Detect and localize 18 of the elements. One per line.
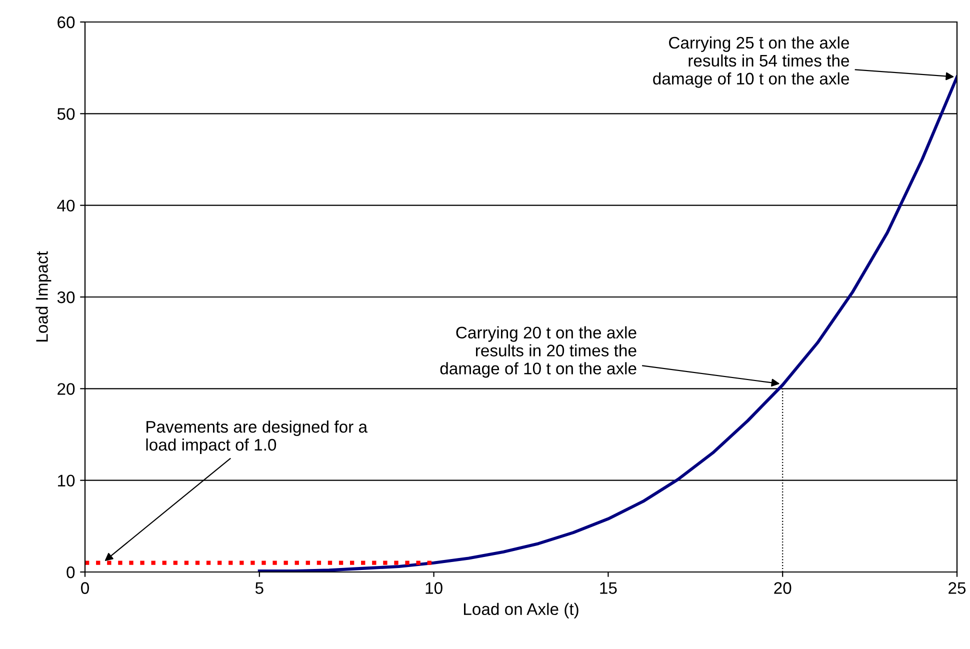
y-tick-label: 0: [66, 566, 75, 578]
x-axis-title: Load on Axle (t): [464, 602, 578, 618]
x-tick-label: 5: [255, 582, 264, 594]
annotation: Carrying 20 t on the axle results in 20 times the damage of 10 t on the axle: [440, 326, 636, 378]
y-tick-label: 40: [57, 200, 75, 212]
y-axis-title: Load Impact: [36, 251, 52, 342]
x-tick-label: 25: [948, 582, 966, 594]
y-tick-label: 50: [57, 108, 75, 120]
y-tick-label: 30: [57, 291, 75, 304]
x-tick-label: 0: [81, 582, 89, 594]
x-tick-label: 15: [600, 582, 617, 594]
annotation: Pavements are designed for a load impact of 1.0: [146, 420, 368, 454]
y-tick-label: 60: [58, 16, 75, 28]
annotation: Carrying 25 t on the axle results in 54 times the damage of 10 t on the axle: [653, 36, 850, 88]
x-tick-label: 10: [426, 582, 442, 594]
x-tick-label: 20: [774, 582, 792, 594]
y-tick-label: 10: [58, 474, 75, 487]
y-tick-label: 20: [58, 383, 75, 395]
